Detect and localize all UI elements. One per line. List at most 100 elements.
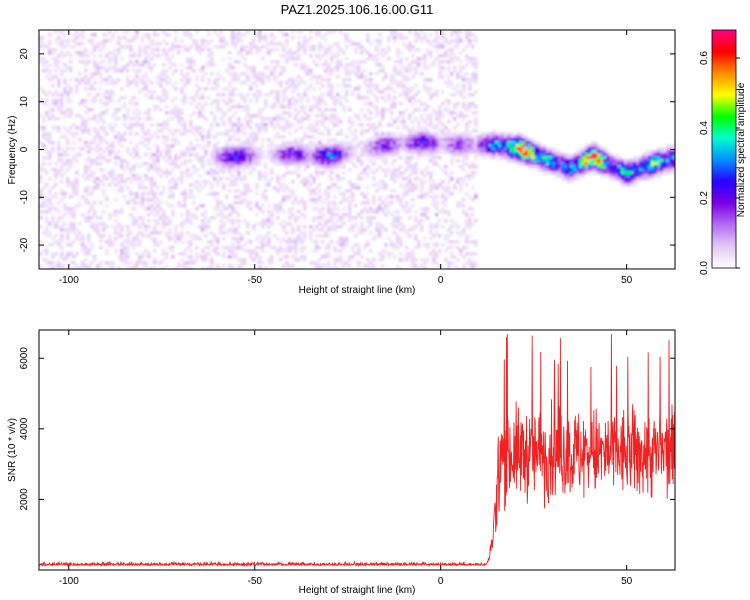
spectrogram-cell xyxy=(345,141,349,145)
spectrogram-cell xyxy=(570,171,574,175)
spectrogram-cell xyxy=(462,138,466,142)
spectrogram-cell xyxy=(153,219,157,223)
spectrogram-cell xyxy=(78,102,82,106)
spectrogram-cell xyxy=(345,198,349,202)
spectrogram-cell xyxy=(384,144,388,148)
spectrogram-cell xyxy=(120,225,124,229)
spectrogram-cell xyxy=(255,90,259,94)
spectrogram-cell xyxy=(96,135,100,139)
spectrogram-cell xyxy=(507,156,511,160)
spectrogram-cell xyxy=(327,138,331,142)
spectrogram-cell xyxy=(345,150,349,154)
spectrogram-cell xyxy=(300,249,304,253)
spectrogram-cell xyxy=(171,111,175,115)
spectrogram-cell xyxy=(381,150,385,154)
spectrogram-cell xyxy=(174,234,178,238)
spectrogram-cell xyxy=(258,177,262,181)
spectrogram-cell xyxy=(282,54,286,58)
spectrogram-cell xyxy=(594,159,598,163)
spectrogram-cell xyxy=(207,81,211,85)
spectrogram-cell xyxy=(336,150,340,154)
spectrogram-cell xyxy=(195,144,199,148)
spectrogram-cell xyxy=(408,90,412,94)
spectrogram-cell xyxy=(639,162,643,166)
spectrogram-cell xyxy=(363,153,367,157)
spectrogram-cell xyxy=(606,150,610,154)
spectrogram-cell xyxy=(399,144,403,148)
spectrogram-cell xyxy=(186,219,190,223)
spectrogram-cell xyxy=(297,174,301,178)
spectrogram-cell xyxy=(174,111,178,115)
spectrogram-cell xyxy=(54,39,58,43)
spectrogram-cell xyxy=(54,192,58,196)
spectrogram-cell xyxy=(633,177,637,181)
spectrogram-cell xyxy=(234,147,238,151)
spectrogram-cell xyxy=(93,117,97,121)
spectrogram-cell xyxy=(441,30,445,34)
spectrogram-cell xyxy=(102,138,106,142)
spectrogram-cell xyxy=(327,30,331,34)
spectrogram-cell xyxy=(492,156,496,160)
spectrogram-cell xyxy=(525,138,529,142)
spectrogram-cell xyxy=(648,171,652,175)
spectrogram-cell xyxy=(129,153,133,157)
spectrogram-cell xyxy=(216,183,220,187)
spectrogram-cell xyxy=(378,123,382,127)
spectrogram-cell xyxy=(333,153,337,157)
spectrogram-cell xyxy=(156,153,160,157)
spectrogram-cell xyxy=(201,228,205,232)
spectrogram-cell xyxy=(531,162,535,166)
spectrogram-cell xyxy=(414,219,418,223)
spectrogram-cell xyxy=(384,198,388,202)
spectrogram-cell xyxy=(408,114,412,118)
spectrogram-cell xyxy=(363,81,367,85)
spectrogram-cell xyxy=(333,213,337,217)
spectrogram-cell xyxy=(279,72,283,76)
spectrogram-cell xyxy=(138,51,142,55)
spectrogram-cell xyxy=(303,105,307,109)
spectrogram-cell xyxy=(66,168,70,172)
spectrogram-cell xyxy=(60,54,64,58)
spectrogram-cell xyxy=(108,60,112,64)
spectrogram-cell xyxy=(495,138,499,142)
spectrogram-cell xyxy=(384,168,388,172)
spectrogram-cell xyxy=(93,225,97,229)
spectrogram-cell xyxy=(393,147,397,151)
spectrogram-cell xyxy=(156,156,160,160)
spectrogram-cell xyxy=(549,147,553,151)
spectrogram-cell xyxy=(474,240,478,244)
spectrogram-cell xyxy=(156,105,160,109)
spectrogram-cell xyxy=(297,153,301,157)
spectrogram-cell xyxy=(210,192,214,196)
spectrogram-cell xyxy=(270,168,274,172)
spectrogram-cell xyxy=(399,114,403,118)
spectrogram-cell xyxy=(624,171,628,175)
spectrogram-cell xyxy=(552,156,556,160)
spectrogram-cell xyxy=(129,60,133,64)
spectrogram-cell xyxy=(45,114,49,118)
spectrogram-cell xyxy=(129,117,133,121)
spectrogram-cell xyxy=(468,132,472,136)
spectrogram-cell xyxy=(459,177,463,181)
spectrogram-cell xyxy=(177,237,181,241)
spectrogram-cell xyxy=(207,132,211,136)
spectrogram-cell xyxy=(108,93,112,97)
spectrogram-cell xyxy=(147,198,151,202)
spectrogram-cell xyxy=(456,30,460,34)
spectrogram-cell xyxy=(447,135,451,139)
spectrogram-cell xyxy=(426,51,430,55)
spectrogram-cell xyxy=(357,231,361,235)
spectrogram-cell xyxy=(60,225,64,229)
spectrogram-cell xyxy=(171,249,175,253)
spectrogram-cell xyxy=(147,132,151,136)
spectrogram-cell xyxy=(141,78,145,82)
spectrogram-cell xyxy=(639,159,643,163)
spectrogram-cell xyxy=(138,186,142,190)
spectrogram-cell xyxy=(324,189,328,193)
spectrogram-cell xyxy=(330,30,334,34)
spectrogram-cell xyxy=(45,66,49,70)
spectrogram-cell xyxy=(264,183,268,187)
spectrogram-cell xyxy=(144,144,148,148)
spectrogram-cell xyxy=(78,54,82,58)
spectrogram-cell xyxy=(414,30,418,34)
